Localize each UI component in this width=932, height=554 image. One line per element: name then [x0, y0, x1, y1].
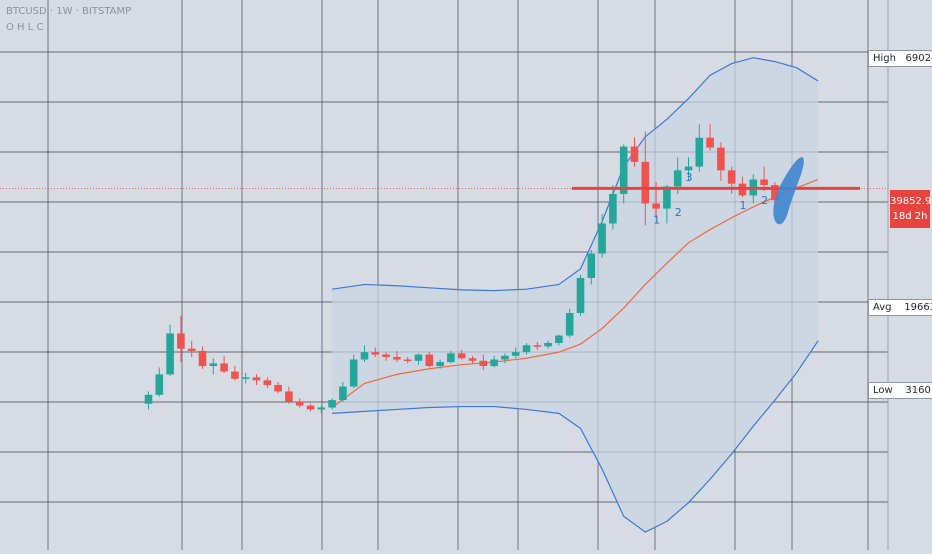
- candle-body: [339, 386, 347, 401]
- candle-body: [382, 354, 390, 358]
- candle-body: [371, 352, 380, 355]
- symbol-line: BTCUSD · 1W · BITSTAMP: [6, 6, 132, 17]
- candle-body: [403, 359, 412, 362]
- high-value: 69028.0: [905, 53, 932, 64]
- candle-body: [166, 333, 174, 375]
- avg-label: Avg: [873, 302, 892, 313]
- candle-body: [155, 374, 164, 395]
- wave-label: 2: [761, 194, 768, 207]
- candle-body: [209, 363, 218, 367]
- candle-body: [544, 342, 552, 347]
- candle-body: [425, 354, 434, 367]
- wave-label: 3: [686, 171, 693, 184]
- low-label: Low: [873, 385, 893, 396]
- candle-body: [187, 348, 196, 351]
- candle-body: [393, 357, 401, 360]
- last-price-tag: 39852.9 18d 2h: [890, 190, 932, 228]
- wave-label: 1: [740, 199, 747, 212]
- candle-body: [231, 371, 239, 379]
- candle-body: [220, 363, 228, 372]
- low-value: 3160.0: [905, 385, 932, 396]
- candle-body: [565, 313, 574, 336]
- candle-body: [760, 179, 768, 186]
- candle-body: [663, 186, 671, 209]
- avg-tag: Avg 19663.2: [868, 299, 932, 316]
- high-label: High: [873, 53, 896, 64]
- candle-body: [198, 350, 207, 367]
- candle-body: [447, 353, 455, 363]
- candle-body: [306, 405, 315, 410]
- candle-body: [501, 355, 509, 360]
- candle-body: [555, 335, 563, 343]
- candle-body: [609, 193, 617, 224]
- candle-body: [468, 358, 477, 361]
- candle-body: [360, 352, 369, 360]
- candle-body: [414, 354, 423, 361]
- bar-countdown: 18d 2h: [892, 211, 928, 222]
- candle-body: [727, 170, 736, 184]
- wave-label: 2: [675, 206, 682, 219]
- candle-body: [630, 146, 639, 162]
- candle-body: [771, 185, 779, 201]
- candle-body: [436, 362, 444, 367]
- high-tag: High 69028.0: [868, 50, 932, 67]
- candle-body: [684, 166, 693, 171]
- candle-body: [533, 345, 542, 347]
- candle-body: [241, 377, 250, 379]
- bollinger-band-fill: [332, 57, 819, 533]
- candle-body: [522, 345, 531, 353]
- candle-body: [349, 359, 358, 387]
- candle-body: [144, 394, 153, 404]
- candle-body: [457, 353, 466, 359]
- candle-body: [587, 253, 596, 278]
- forecast-ellipse-marker: [773, 157, 804, 225]
- moving-average-line: [331, 178, 819, 408]
- candle-body: [263, 380, 272, 385]
- candle-body: [717, 147, 725, 171]
- bollinger-lower-line: [332, 340, 819, 533]
- candle-body: [285, 391, 293, 402]
- candle-body: [673, 170, 682, 187]
- candle-body: [177, 333, 185, 349]
- candle-body: [598, 223, 606, 254]
- candle-body: [479, 360, 488, 367]
- candle-body: [295, 401, 304, 406]
- candle-body: [252, 377, 261, 381]
- candle-body: [328, 400, 336, 408]
- avg-value: 19663.2: [904, 302, 932, 313]
- candle-body: [274, 384, 282, 392]
- last-price-value: 39852.9: [890, 196, 932, 207]
- candle-body: [511, 352, 520, 356]
- wave-label: 1: [653, 214, 660, 227]
- candle-body: [317, 407, 326, 410]
- candle-body: [490, 359, 498, 367]
- ohlc-line: O H L C: [6, 22, 44, 33]
- candle-body: [619, 146, 628, 194]
- low-tag: Low 3160.0: [868, 382, 932, 399]
- candle-body: [652, 203, 660, 209]
- candle-body: [695, 137, 704, 167]
- candle-body: [576, 277, 585, 314]
- candle-body: [706, 137, 714, 148]
- candle-body: [641, 161, 650, 204]
